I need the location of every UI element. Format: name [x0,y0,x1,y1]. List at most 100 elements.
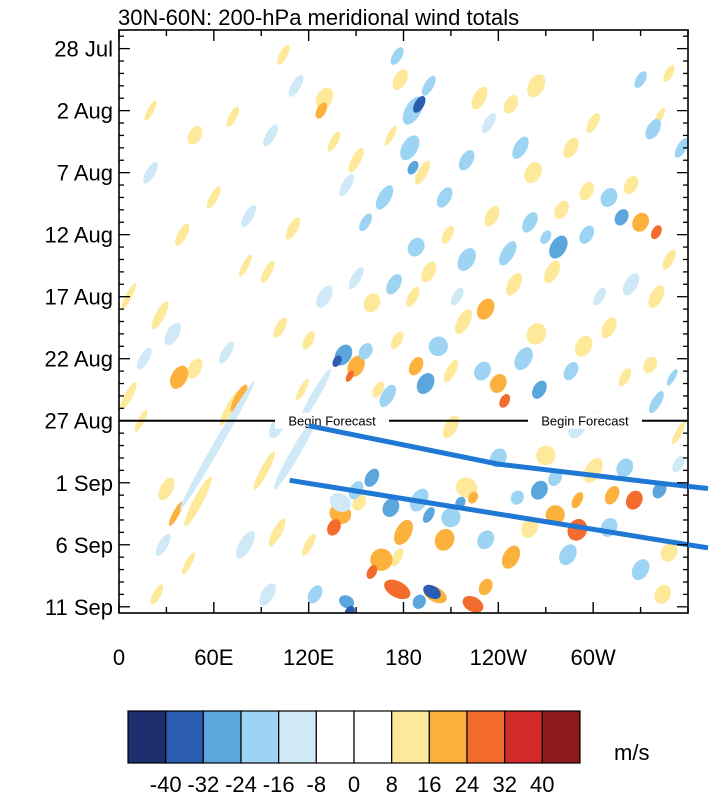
colorbar-level-label: 24 [455,772,479,797]
pos-anomaly-78 [434,528,455,551]
pos-anomaly-60 [273,317,287,338]
pos-anomaly-30 [348,147,364,173]
pos-anomaly-55 [390,331,404,350]
neg-anomaly-40 [514,347,533,371]
x-tick-label: 60W [571,645,616,670]
pos-anomaly-43 [421,261,437,283]
colorbar-level-label: 32 [492,772,516,797]
colorbar-swatch-5 [315,710,355,764]
neg-anomaly-60 [645,119,662,140]
neg-anomaly-51 [375,185,394,210]
neg-anomaly-56 [421,75,436,96]
neg-anomaly-23 [219,341,234,364]
neg-anomaly-0 [273,414,319,490]
colorbar-level-label: -8 [307,772,327,797]
pos-anomaly-49 [574,335,593,357]
pos-anomaly-45 [443,359,459,383]
colorbar-swatch-8 [428,710,468,764]
neg-anomaly-71 [652,482,667,499]
neg-anomaly-12 [235,531,255,559]
neg-anomaly-27 [307,585,323,604]
y-tick-label: 22 Aug [44,347,113,372]
pos-anomaly-71 [170,365,189,389]
neg-anomaly-16 [622,273,640,296]
pos-anomaly-99 [345,370,354,382]
neg-anomaly-76 [407,160,419,175]
y-tick-label: 12 Aug [44,223,113,248]
pos-anomaly-6 [301,533,316,556]
forecast-label-0: Begin Forecast [288,414,376,429]
neg-anomaly-6 [164,322,181,346]
pos-anomaly-85 [315,102,328,119]
neg-anomaly-54 [400,135,420,161]
neg-anomaly-79 [344,605,355,613]
pos-anomaly-82 [571,492,584,509]
neg-anomaly-41 [563,361,579,381]
pos-anomaly-83 [604,485,620,505]
pos-anomaly-27 [277,44,290,65]
x-axis: 0 60E 120E 180 120W 60W [113,30,689,670]
y-tick-label: 1 Sep [56,471,114,496]
colorbar-swatch-11 [541,710,581,764]
y-tick-label: 27 Aug [44,409,113,434]
neg-anomaly-3 [329,493,351,512]
neg-anomaly-2 [179,381,255,510]
pos-anomaly-72 [230,384,248,413]
pos-anomaly-46 [506,272,523,296]
pos-anomaly-58 [260,260,275,284]
pos-anomaly-96 [625,490,643,510]
pos-anomaly-94 [462,595,484,613]
pos-anomaly-40 [623,175,639,195]
pos-anomaly-24 [206,186,221,209]
neg-anomaly-38 [428,336,448,357]
pos-anomaly-14 [536,445,556,466]
colorbar-level-label: 40 [530,772,554,797]
x-tick-label: 60E [194,645,233,670]
neg-anomaly-13 [259,583,276,606]
pos-anomaly-68 [238,254,252,277]
neg-anomaly-81 [413,96,426,113]
pos-anomaly-98 [499,394,511,408]
pos-anomaly-25 [187,126,203,145]
neg-anomaly-47 [540,230,552,245]
colorbar-level-label: 16 [417,772,441,797]
colorbar: -40 -32 -24 -16 -8 0 8 16 24 32 40 [127,710,581,797]
pos-anomaly-59 [285,217,301,240]
pos-anomaly-36 [527,74,546,98]
colorbar-swatch-6 [353,710,393,764]
pos-anomaly-80 [501,545,521,569]
pos-anomaly-23 [144,100,157,121]
pos-anomaly-18 [182,552,195,575]
pos-anomaly-93 [384,579,411,600]
pos-anomaly-2 [158,477,175,501]
pos-anomaly-28 [315,87,334,109]
neg-anomaly-52 [359,213,373,232]
trend-line-lower [289,477,688,548]
neg-anomaly-30 [559,544,577,566]
pos-anomaly-52 [648,285,665,309]
neg-anomaly-55 [390,47,404,65]
pos-anomaly-64 [554,200,569,220]
neg-anomaly-57 [458,150,475,171]
y-tick-label: 28 Jul [54,37,113,62]
neg-anomaly-63 [386,274,402,295]
colorbar-swatch-2 [202,710,242,764]
chart-title: 30N-60N: 200-hPa meridional wind totals [118,5,519,30]
pos-anomaly-44 [455,309,473,334]
pos-anomaly-62 [295,378,309,401]
neg-anomaly-7 [136,347,152,370]
neg-anomaly-77 [614,209,629,226]
pos-anomaly-11 [660,542,678,562]
x-tick-label: 120E [283,645,334,670]
pos-anomaly-19 [120,382,137,410]
y-axis: 28 Jul 2 Aug 7 Aug 12 Aug 17 Aug 22 Aug 27 Aug… [44,35,688,620]
neg-anomaly-1 [299,368,331,423]
neg-anomaly-44 [457,248,476,271]
pos-anomaly-41 [663,64,675,82]
pos-anomaly-89 [408,356,424,376]
pos-anomaly-51 [618,368,632,387]
neg-anomaly-17 [593,287,606,306]
neg-anomaly-62 [634,71,647,88]
neg-anomaly-70 [530,480,548,500]
